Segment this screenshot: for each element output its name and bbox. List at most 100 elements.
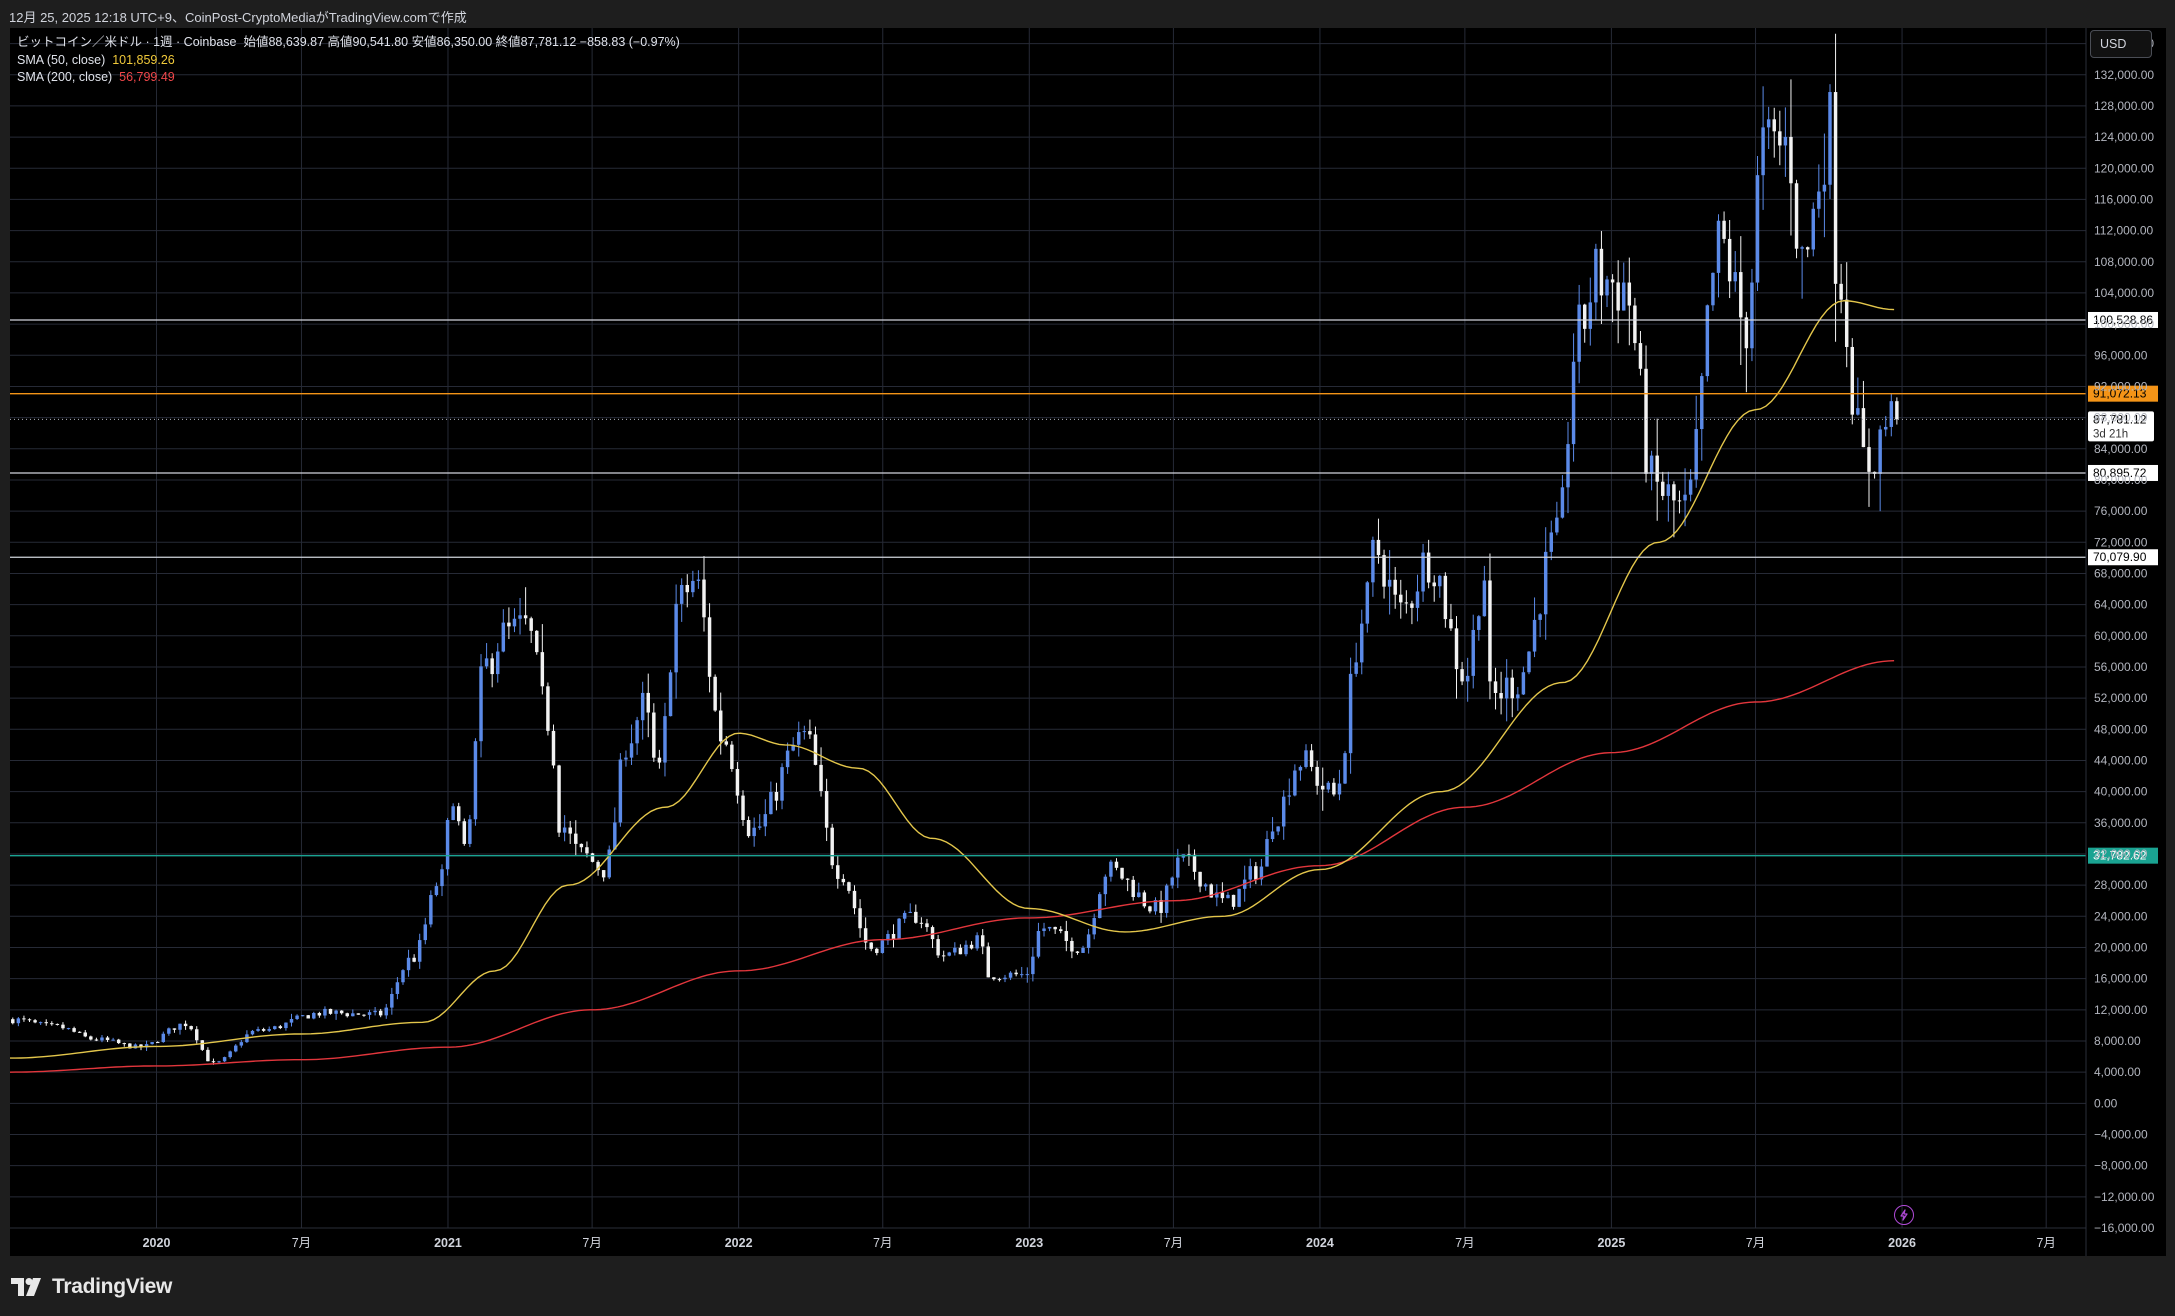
candle-body: [1315, 766, 1319, 786]
candle-body: [1248, 866, 1252, 880]
price-tick-label: 76,000.00: [2094, 504, 2148, 518]
candle-body: [1008, 972, 1013, 978]
candle-body: [758, 826, 762, 828]
candle-body: [38, 1022, 43, 1024]
candle-body: [847, 882, 851, 891]
price-tick-label: 8,000.00: [2094, 1034, 2141, 1048]
level-label: 91,072.13: [2093, 387, 2147, 401]
candle-body: [1622, 282, 1626, 311]
price-tick-label: 12,000.00: [2094, 1003, 2148, 1017]
candle-body: [1343, 753, 1347, 784]
candle-body: [663, 716, 667, 763]
candle-body: [975, 935, 979, 949]
candle-body: [211, 1061, 216, 1063]
candle-body: [406, 957, 411, 971]
candle-body: [780, 767, 784, 801]
candle-body: [841, 878, 846, 883]
level-label-box: [2088, 385, 2158, 402]
candle-body: [1655, 455, 1659, 482]
candle-body: [66, 1028, 71, 1030]
candle-body: [579, 843, 584, 848]
candle-body: [100, 1037, 104, 1041]
candle-body: [574, 833, 578, 844]
candle-body: [1203, 884, 1208, 887]
time-tick-label: 7月: [582, 1236, 601, 1250]
candle-body: [902, 912, 907, 919]
candle-body: [1003, 977, 1007, 980]
candle-body: [16, 1018, 21, 1024]
candle-body: [362, 1014, 366, 1016]
candle-body: [27, 1019, 32, 1021]
candle-body: [300, 1015, 305, 1017]
candle-body: [1488, 580, 1492, 682]
tradingview-logo[interactable]: TradingView: [11, 1275, 172, 1299]
candle-body: [1700, 376, 1704, 430]
time-tick-label: 2023: [1015, 1236, 1043, 1250]
moving-averages: [9, 299, 1895, 1073]
candle-body: [1031, 956, 1035, 975]
candle-body: [824, 791, 829, 828]
price-tick-label: 128,000.00: [2094, 99, 2154, 113]
candle-body: [22, 1018, 26, 1020]
candle-body: [1856, 408, 1860, 415]
candle-body: [1705, 305, 1710, 377]
candle-body: [1142, 892, 1147, 907]
candle-body: [1727, 238, 1732, 282]
price-tick-label: 20,000.00: [2094, 940, 2148, 954]
level-label-box: [2088, 549, 2158, 566]
lightning-icon[interactable]: [1894, 1205, 1914, 1225]
candle-body: [1237, 888, 1241, 907]
candle-body: [334, 1010, 338, 1014]
candle-body: [1766, 119, 1771, 128]
price-tick-label: 0.00: [2094, 1096, 2118, 1110]
candle-body: [1616, 282, 1620, 311]
candle-body: [1064, 931, 1069, 941]
candle-body: [568, 827, 572, 834]
candle-body: [1471, 629, 1475, 676]
candle-body: [339, 1010, 344, 1014]
candle-body: [178, 1023, 182, 1030]
candles: [11, 33, 1899, 1065]
candle-body: [1683, 494, 1687, 501]
candle-body: [317, 1012, 322, 1016]
time-tick-label: 7月: [1164, 1236, 1183, 1250]
candle-body: [1293, 770, 1297, 796]
candle-body: [551, 730, 556, 766]
candle-body: [1627, 282, 1632, 306]
time-tick-label: 2021: [434, 1236, 462, 1250]
candle-body: [891, 933, 896, 940]
price-tick-label: 84,000.00: [2094, 442, 2148, 456]
candle-body: [122, 1043, 126, 1045]
candle-body: [1025, 974, 1030, 976]
candle-body: [1571, 361, 1576, 445]
candle-body: [1226, 894, 1230, 899]
time-tick-label: 2026: [1888, 1236, 1916, 1250]
candle-body: [306, 1015, 310, 1019]
candle-body: [1644, 368, 1648, 474]
currency-button[interactable]: USD: [2090, 30, 2152, 58]
candle-body: [1817, 191, 1821, 209]
level-label: 80,895.72: [2093, 466, 2147, 480]
candle-body: [1254, 866, 1258, 880]
candle-body: [373, 1010, 377, 1013]
candle-body: [836, 865, 840, 879]
candle-body: [1482, 580, 1487, 617]
candle-body: [947, 952, 951, 956]
candle-body: [1014, 972, 1018, 975]
candle-body: [1789, 136, 1793, 184]
candle-body: [1783, 136, 1788, 146]
candle-body: [797, 732, 801, 745]
price-tick-label: 104,000.00: [2094, 286, 2154, 300]
price-tick-label: 88,000.00: [2094, 411, 2148, 425]
candle-body: [875, 948, 879, 953]
candle-body: [1125, 878, 1130, 880]
candle-body: [1716, 220, 1721, 273]
candle-body: [696, 579, 701, 581]
candle-body: [986, 946, 991, 978]
price-chart[interactable]: 100,528.86 91,072.13 80,895.72 70,079.90 31,…: [0, 0, 2175, 1258]
candle-body: [1438, 575, 1442, 587]
candle-body: [1109, 861, 1113, 877]
candle-body: [1449, 619, 1453, 629]
candle-body: [724, 741, 729, 745]
candle-body: [802, 731, 807, 733]
